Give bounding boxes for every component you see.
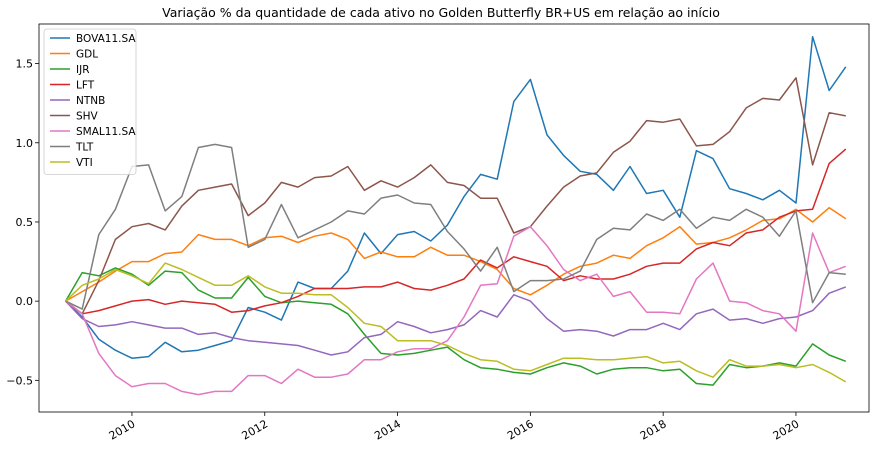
plot-area (38, 23, 870, 413)
y-tick-label: 1.0 (16, 137, 34, 150)
legend-label: BOVA11.SA (76, 33, 136, 45)
series-line-tlt (65, 143, 846, 310)
x-tick-label: 2010 (107, 417, 138, 442)
legend-label: GDL (76, 49, 98, 61)
legend-label: SMAL11.SA (76, 126, 136, 138)
series-line-shv (65, 77, 846, 315)
series-line-bova11-sa (65, 35, 847, 359)
legend-label: TLT (75, 142, 94, 154)
legend-label: VTI (76, 157, 93, 169)
legend-label: LFT (76, 80, 95, 92)
y-tick-label: 0.5 (16, 216, 34, 229)
y-tick-label: −0.5 (6, 374, 33, 387)
x-tick-label: 2014 (372, 417, 403, 442)
series-line-gdl (65, 206, 847, 302)
series-line-vti (65, 262, 847, 383)
x-tick-label: 2016 (505, 417, 536, 442)
legend-label: NTNB (76, 95, 105, 107)
series-line-ntnb (65, 286, 847, 356)
series-line-smal11-sa (65, 225, 847, 396)
x-axis: 2010 2012 2014 2016 2018 2020 (107, 412, 802, 443)
x-tick-label: 2018 (638, 417, 669, 442)
y-axis: −0.5 0.0 0.5 1.0 1.5 (6, 58, 39, 387)
x-tick-label: 2012 (240, 417, 271, 442)
y-tick-label: 0.0 (16, 295, 34, 308)
series-line-ijr (64, 267, 847, 386)
legend: BOVA11.SA GDL IJR LFT NTNB SHV SMAL11.SA TLT VTI (43, 28, 137, 175)
chart-title: Variação % da quantidade de cada ativo n… (162, 5, 720, 20)
y-tick-label: 1.5 (16, 58, 34, 71)
legend-label: IJR (76, 64, 90, 76)
series-lines (64, 35, 847, 396)
legend-label: SHV (76, 111, 99, 123)
x-tick-label: 2020 (771, 417, 802, 442)
series-line-lft (65, 148, 847, 315)
legend-box (43, 28, 137, 175)
